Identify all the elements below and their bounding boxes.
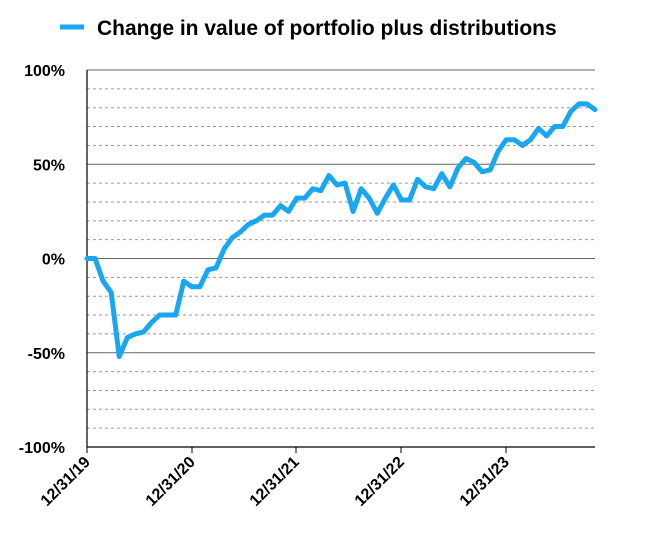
data-point — [165, 312, 170, 318]
data-point — [366, 195, 372, 201]
data-point — [528, 137, 533, 143]
data-point — [487, 167, 493, 173]
data-point — [254, 218, 259, 224]
data-point — [221, 246, 227, 252]
data-point — [342, 180, 348, 186]
data-point — [157, 312, 162, 318]
data-point — [512, 137, 517, 143]
data-point — [278, 203, 283, 209]
data-point — [415, 177, 420, 182]
x-tick-label: 12/31/22 — [352, 454, 408, 510]
grid-lines — [87, 69, 595, 448]
data-point — [108, 290, 114, 295]
data-point — [439, 171, 445, 176]
data-point — [262, 212, 267, 218]
series-line — [84, 101, 598, 360]
data-point — [92, 256, 98, 261]
data-point — [326, 173, 332, 178]
data-point — [286, 209, 291, 214]
data-point — [455, 165, 461, 171]
data-point — [181, 278, 187, 284]
data-point — [479, 169, 485, 175]
data-point — [463, 156, 469, 161]
data-point — [294, 195, 299, 201]
axes — [86, 70, 595, 453]
data-point — [173, 312, 178, 318]
data-point — [270, 212, 275, 218]
data-point — [391, 182, 396, 188]
data-point — [229, 235, 235, 241]
data-point — [237, 229, 243, 235]
data-point — [536, 126, 541, 131]
data-point — [302, 195, 308, 201]
x-tick-label: 12/31/23 — [457, 454, 513, 510]
x-tick-label: 12/31/21 — [247, 454, 303, 510]
data-point — [495, 148, 501, 154]
y-tick-label: 0% — [42, 252, 65, 269]
data-point — [423, 184, 428, 190]
data-point — [358, 186, 364, 192]
data-point — [568, 109, 574, 114]
series-layer — [84, 101, 598, 360]
y-tick-labels: 100% 50% 0% -50% -100% — [19, 63, 65, 457]
data-point — [245, 222, 251, 227]
data-point — [584, 101, 590, 107]
data-point — [399, 197, 404, 203]
data-point — [334, 182, 340, 188]
x-tick-label: 12/31/19 — [38, 454, 94, 510]
data-point — [125, 335, 130, 340]
data-point — [350, 209, 356, 214]
data-point — [383, 195, 388, 201]
data-point — [213, 265, 219, 271]
data-point — [149, 320, 154, 325]
y-tick-label: 100% — [24, 63, 65, 80]
data-point — [471, 160, 477, 165]
data-point — [189, 284, 195, 290]
data-point — [504, 137, 509, 143]
data-point — [431, 186, 437, 192]
data-point — [116, 354, 122, 359]
data-point — [205, 267, 211, 273]
data-point — [133, 331, 138, 337]
data-point — [592, 107, 598, 112]
x-tick-label: 12/31/20 — [143, 454, 199, 510]
data-point — [520, 143, 525, 148]
legend: Change in value of portfolio plus distri… — [60, 17, 557, 40]
data-point — [141, 329, 146, 335]
data-point — [318, 188, 324, 193]
y-tick-label: 50% — [33, 157, 65, 174]
y-tick-label: -50% — [28, 346, 65, 363]
data-point — [552, 124, 557, 129]
legend-label: Change in value of portfolio plus distri… — [97, 17, 557, 40]
data-point — [100, 278, 106, 284]
data-point — [576, 101, 582, 107]
data-point — [544, 133, 549, 139]
data-point — [197, 284, 203, 290]
x-tick-labels: 12/31/19 12/31/20 12/31/21 12/31/22 12/31/23 — [38, 454, 513, 510]
data-point — [374, 210, 380, 216]
data-point — [560, 124, 566, 129]
data-point — [84, 256, 90, 261]
data-point — [407, 197, 412, 203]
data-point — [310, 186, 316, 192]
data-point — [447, 184, 453, 190]
y-tick-label: -100% — [19, 440, 65, 457]
